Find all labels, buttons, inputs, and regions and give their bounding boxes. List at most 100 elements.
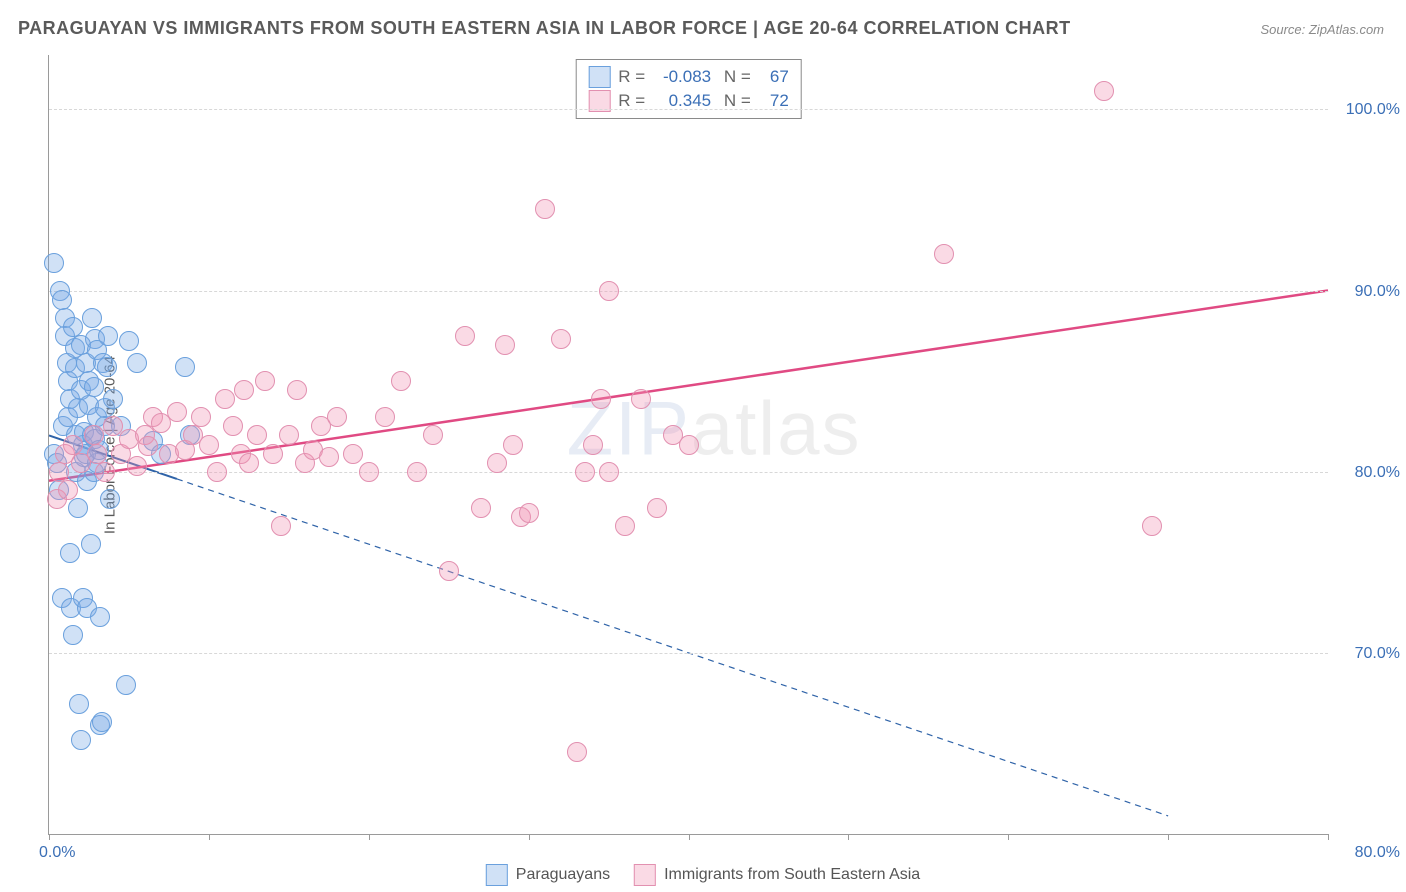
stat-value: 67 (759, 67, 789, 87)
swatch-icon (634, 864, 656, 886)
legend: Paraguayans Immigrants from South Easter… (486, 864, 920, 886)
x-tick (848, 834, 849, 840)
data-point (287, 380, 307, 400)
data-point (69, 694, 89, 714)
data-point (90, 607, 110, 627)
swatch-icon (588, 66, 610, 88)
data-point (495, 335, 515, 355)
data-point (1094, 81, 1114, 101)
data-point (44, 253, 64, 273)
y-tick-label: 90.0% (1355, 283, 1400, 301)
gridline: 80.0% (49, 472, 1328, 473)
data-point (599, 462, 619, 482)
data-point (116, 675, 136, 695)
data-point (503, 435, 523, 455)
data-point (247, 425, 267, 445)
legend-item: Paraguayans (486, 864, 610, 886)
data-point (119, 331, 139, 351)
data-point (215, 389, 235, 409)
stat-label: R = (618, 91, 645, 111)
data-point (199, 435, 219, 455)
data-point (58, 480, 78, 500)
data-point (52, 290, 72, 310)
data-point (583, 435, 603, 455)
data-point (234, 380, 254, 400)
data-point (359, 462, 379, 482)
legend-label: Immigrants from South Eastern Asia (664, 866, 920, 884)
data-point (535, 199, 555, 219)
data-point (567, 742, 587, 762)
data-point (599, 281, 619, 301)
data-point (934, 244, 954, 264)
data-point (63, 317, 83, 337)
watermark-thin: atlas (691, 386, 862, 471)
legend-item: Immigrants from South Eastern Asia (634, 864, 920, 886)
x-tick (49, 834, 50, 840)
legend-label: Paraguayans (516, 866, 610, 884)
data-point (279, 425, 299, 445)
data-point (68, 498, 88, 518)
data-point (97, 357, 117, 377)
data-point (95, 462, 115, 482)
data-point (615, 516, 635, 536)
data-point (591, 389, 611, 409)
stat-label: N = (719, 67, 751, 87)
stats-row: R = -0.083 N = 67 (588, 66, 789, 88)
x-tick (1008, 834, 1009, 840)
stat-value: -0.083 (653, 67, 711, 87)
data-point (455, 326, 475, 346)
data-point (679, 435, 699, 455)
x-tick (529, 834, 530, 840)
data-point (519, 503, 539, 523)
data-point (551, 329, 571, 349)
data-point (81, 534, 101, 554)
data-point (255, 371, 275, 391)
data-point (423, 425, 443, 445)
data-point (391, 371, 411, 391)
data-point (239, 453, 259, 473)
data-point (207, 462, 227, 482)
data-point (191, 407, 211, 427)
data-point (375, 407, 395, 427)
x-tick (369, 834, 370, 840)
stat-value: 0.345 (653, 91, 711, 111)
data-point (71, 730, 91, 750)
data-point (647, 498, 667, 518)
data-point (138, 436, 158, 456)
data-point (87, 444, 107, 464)
chart-title: PARAGUAYAN VS IMMIGRANTS FROM SOUTH EAST… (18, 18, 1071, 39)
data-point (263, 444, 283, 464)
data-point (100, 489, 120, 509)
x-tick (1168, 834, 1169, 840)
data-point (49, 462, 69, 482)
data-point (343, 444, 363, 464)
data-point (103, 389, 123, 409)
y-tick-label: 70.0% (1355, 645, 1400, 663)
x-tick (689, 834, 690, 840)
data-point (487, 453, 507, 473)
scatter-plot: In Labor Force | Age 20-64 R = -0.083 N … (48, 55, 1328, 835)
data-point (60, 543, 80, 563)
data-point (63, 625, 83, 645)
stat-value: 72 (759, 91, 789, 111)
x-tick (209, 834, 210, 840)
data-point (92, 712, 112, 732)
watermark: ZIPatlas (567, 385, 862, 472)
y-tick-label: 80.0% (1355, 464, 1400, 482)
data-point (167, 402, 187, 422)
stat-label: N = (719, 91, 751, 111)
data-point (127, 456, 147, 476)
data-point (63, 435, 83, 455)
data-point (1142, 516, 1162, 536)
data-point (327, 407, 347, 427)
data-point (407, 462, 427, 482)
data-point (82, 308, 102, 328)
data-point (175, 357, 195, 377)
x-axis-max-label: 80.0% (1355, 844, 1400, 862)
data-point (84, 425, 104, 445)
data-point (319, 447, 339, 467)
source-label: Source: ZipAtlas.com (1260, 22, 1384, 37)
data-point (271, 516, 291, 536)
data-point (98, 326, 118, 346)
gridline: 100.0% (49, 109, 1328, 110)
